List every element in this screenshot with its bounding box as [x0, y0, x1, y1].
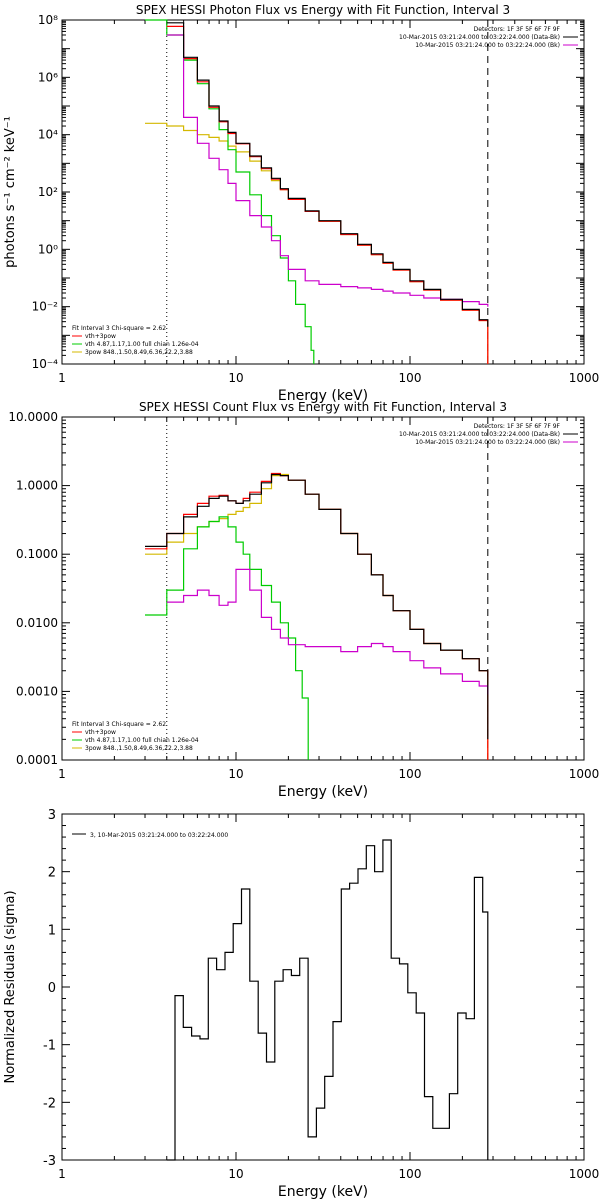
fit-legend-entry: 3pow 848.,1.50,8.49,6.36,22.2,3.88: [85, 349, 193, 356]
series-line-2: [166, 25, 489, 364]
y-tick-label: 10²: [38, 185, 58, 199]
y-tick-label: 3: [48, 808, 56, 823]
legend-entry: 10-Mar-2015 03:21:24.000 to 03:22:24.000…: [399, 34, 560, 41]
y-tick-label: 10⁰: [38, 242, 58, 256]
x-axis-label: Energy (keV): [278, 784, 368, 800]
x-tick-label: 100: [399, 767, 422, 781]
x-tick-label: 10: [228, 371, 243, 385]
y-tick-label: 0.0001: [16, 753, 58, 767]
x-tick-label: 100: [399, 371, 422, 385]
fit-legend-entry: vth 4.87,1.17,1.00 full chian 1.26e-04: [85, 737, 199, 744]
fit-legend-entry: vth+3pow: [85, 333, 116, 340]
fit-legend-title: Fit Interval 3 Chi-square = 2.62: [72, 325, 166, 332]
legend-detectors: Detectors: 1F 3F 5F 6F 7F 9F: [474, 423, 561, 430]
y-tick-label: -3: [43, 1154, 56, 1169]
y-tick-label: 0.1000: [16, 547, 58, 561]
y-tick-label: -1: [43, 1039, 56, 1054]
series-line-1: [166, 568, 489, 695]
x-tick-label: 1000: [569, 1167, 600, 1181]
series-line-4: [145, 122, 489, 364]
y-tick-label: 10.0000: [8, 410, 58, 424]
fit-legend-entry: 3pow 848.,1.50,8.49,6.36,22.2,3.88: [85, 745, 193, 752]
y-tick-label: 1: [48, 923, 56, 938]
series-line-0: [166, 839, 489, 1161]
y-tick-label: 2: [48, 866, 56, 881]
series-line-0: [145, 473, 489, 740]
y-tick-label: 0.0010: [16, 684, 58, 698]
legend-entry: 10-Mar-2015 03:21:24.000 to 03:22:24.000…: [399, 431, 560, 438]
x-tick-label: 1000: [569, 767, 600, 781]
x-tick-label: 1000: [569, 371, 600, 385]
fit-legend-entry: vth+3pow: [85, 729, 116, 736]
y-tick-label: 10⁴: [38, 128, 58, 142]
y-tick-label: 10⁶: [38, 70, 58, 84]
y-tick-label: 10⁻⁴: [32, 357, 59, 371]
x-tick-label: 10: [228, 767, 243, 781]
fit-legend-entry: vth 4.87,1.17,1.00 full chian 1.26e-04: [85, 341, 199, 348]
x-tick-label: 1: [58, 1167, 66, 1181]
y-axis-label: photons s⁻¹ cm⁻² keV⁻¹: [3, 116, 18, 268]
series-line-3: [145, 516, 309, 760]
fit-legend-title: Fit Interval 3 Chi-square = 2.62: [72, 721, 166, 728]
y-tick-label: 0.0100: [16, 616, 58, 630]
x-tick-label: 1: [58, 767, 66, 781]
x-axis-label: Energy (keV): [278, 1184, 368, 1200]
x-axis-label: Energy (keV): [278, 388, 368, 404]
x-tick-label: 1: [58, 371, 66, 385]
legend-entry: 3, 10-Mar-2015 03:21:24.000 to 03:22:24.…: [90, 832, 228, 839]
y-tick-label: -2: [43, 1096, 56, 1111]
y-tick-label: 0: [48, 981, 56, 996]
chart-title: SPEX HESSI Photon Flux vs Energy with Fi…: [136, 3, 510, 17]
y-tick-label: 1.0000: [16, 479, 58, 493]
plot-frame: [61, 416, 585, 761]
legend-entry: 10-Mar-2015 03:21:24.000 to 03:22:24.000…: [415, 439, 560, 446]
y-axis-label: Normalized Residuals (sigma): [3, 890, 18, 1083]
chart-title: SPEX HESSI Count Flux vs Energy with Fit…: [139, 400, 507, 414]
series-line-1: [166, 34, 489, 307]
plot-frame: [61, 19, 585, 365]
legend-detectors: Detectors: 1F 3F 5F 6F 7F 9F: [474, 26, 561, 33]
series-line-0: [166, 22, 489, 327]
y-tick-label: 10⁸: [38, 13, 58, 27]
legend-entry: 10-Mar-2015 03:21:24.000 to 03:22:24.000…: [415, 42, 560, 49]
x-tick-label: 100: [399, 1167, 422, 1181]
y-tick-label: 10⁻²: [32, 300, 59, 314]
x-tick-label: 10: [228, 1167, 243, 1181]
